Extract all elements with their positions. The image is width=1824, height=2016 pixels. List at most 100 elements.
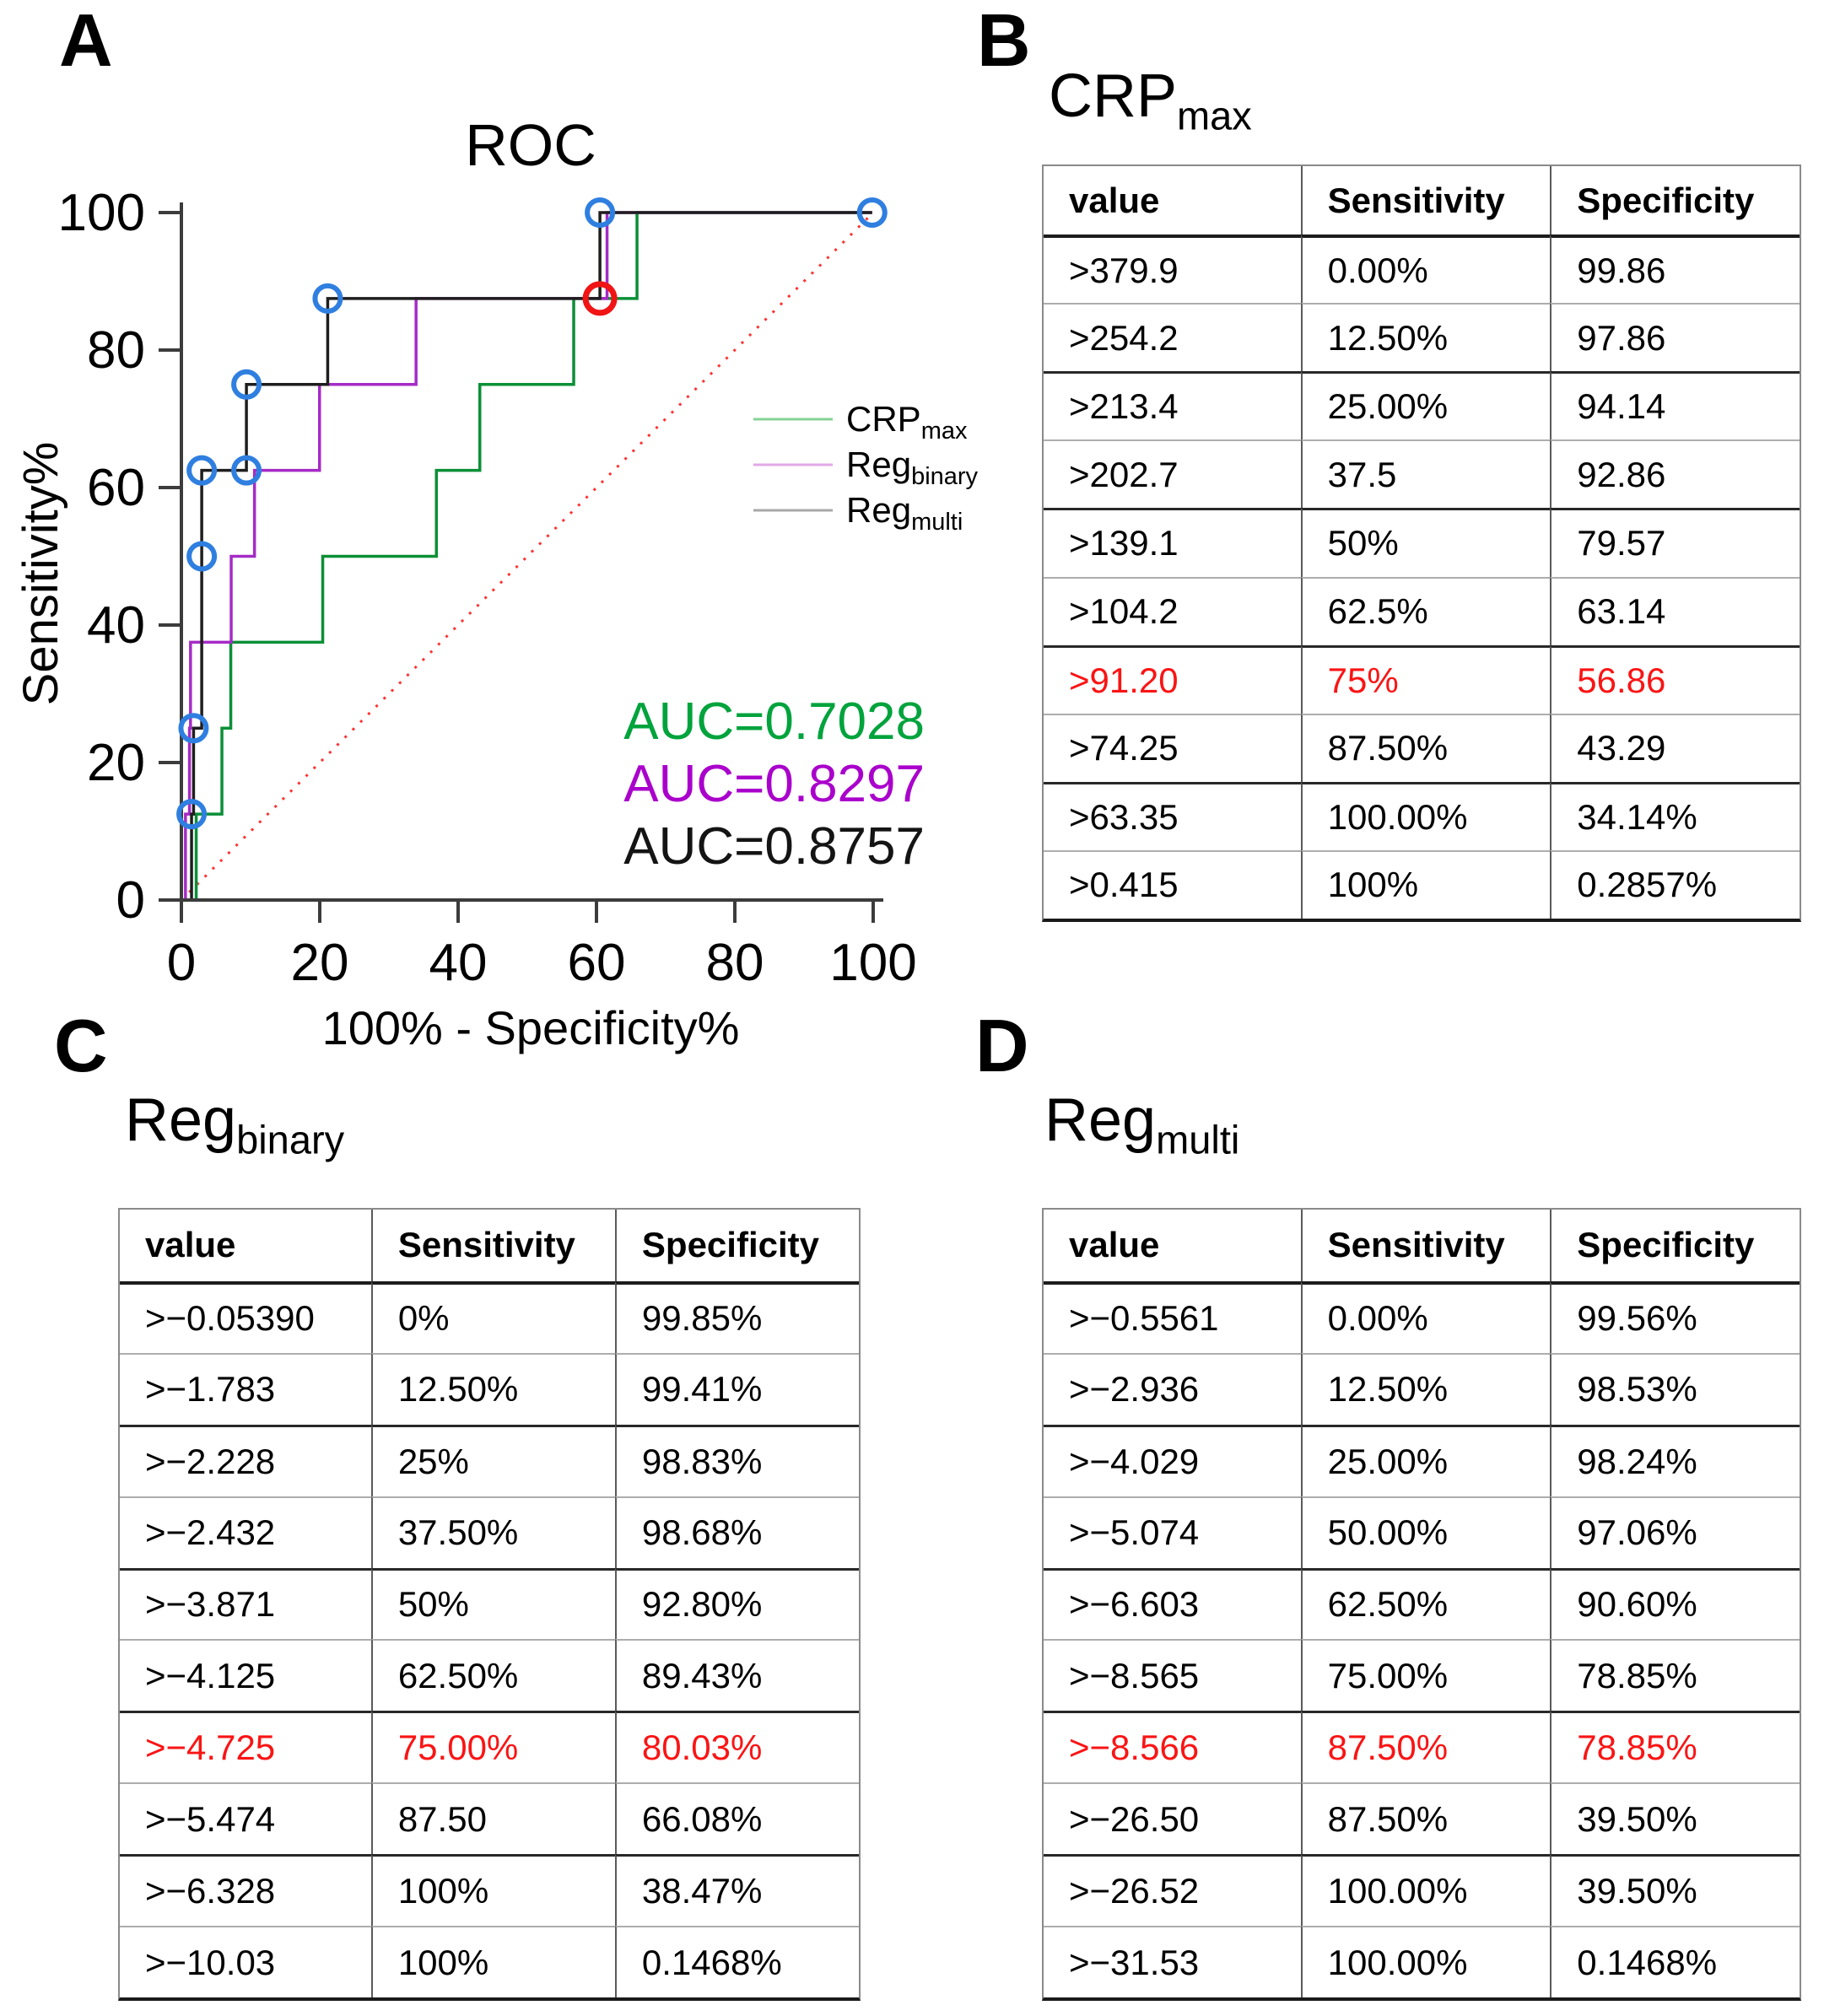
table-header-cell: Specificity	[1550, 1210, 1800, 1281]
table-cell: 87.50%	[1300, 1782, 1551, 1855]
table-cell: >−1.783	[120, 1352, 371, 1425]
table-cell: >202.7	[1044, 439, 1301, 508]
table-cell: 99.41%	[614, 1352, 859, 1425]
table-cell: >−6.328	[120, 1854, 371, 1926]
crpmax-title-sub: max	[1177, 93, 1252, 138]
panel-c-label: C	[54, 1004, 108, 1087]
table-cell: 34.14%	[1550, 781, 1800, 850]
roc-plot: 0 20 40 60 80 100 0 20 40 60 80 100 CRPmaxRegbinaryR…	[58, 184, 979, 992]
data-point-circle	[176, 799, 208, 830]
table-cell: 37.50%	[370, 1496, 615, 1568]
regmulti-title-sub: multi	[1156, 1117, 1240, 1162]
table-header-cell: value	[1069, 180, 1160, 220]
table-cell: 100.00%	[1300, 1926, 1551, 1997]
table-header-cell: value	[145, 1225, 236, 1265]
table-cell: >254.2	[1044, 303, 1301, 371]
table-cell: >−4.125	[120, 1639, 371, 1711]
regbinary-table: value Sensitivity Specificity >−0.05390 0% 99…	[118, 1208, 861, 2001]
auc-annotation: AUC=0.8757	[623, 817, 925, 876]
table-cell: 12.50%	[370, 1352, 615, 1425]
table-cell: 50%	[1300, 508, 1551, 577]
table-cell: 92.86	[1550, 439, 1800, 509]
table-cell: 56.86	[1550, 644, 1800, 714]
table-cell: 38.47%	[614, 1854, 859, 1927]
table-cell: 100%	[1300, 849, 1551, 919]
roc-curve-regmulti	[184, 211, 872, 902]
table-cell: 78.85%	[1550, 1711, 1800, 1783]
table-header-cell: Sensitivity	[1300, 1210, 1551, 1281]
table-cell: 99.85%	[614, 1280, 859, 1353]
legend-label: CRPmax	[846, 399, 968, 445]
table-cell: 100.00%	[1300, 781, 1551, 850]
crpmax-table: value Sensitivity Specificity >379.9 0.00% 99…	[1042, 164, 1801, 922]
panel-a-label: A	[59, 0, 113, 82]
x-tick-label: 80	[706, 934, 764, 992]
table-cell: 98.24%	[1550, 1424, 1800, 1496]
data-point-circle	[585, 197, 616, 228]
table-cell: >−4.725	[120, 1711, 371, 1782]
table-cell: 75.00%	[1300, 1639, 1551, 1711]
table-cell: 43.29	[1550, 713, 1800, 782]
crpmax-table-title: CRPmax	[1049, 66, 1252, 135]
legend-label: Regmulti	[846, 490, 963, 536]
y-tick-label: 20	[87, 734, 145, 792]
table-cell: 97.06%	[1550, 1496, 1800, 1568]
table-cell: 0.00%	[1300, 234, 1551, 304]
table-cell: >−31.53	[1044, 1926, 1301, 1997]
table-cell: >0.415	[1044, 849, 1301, 919]
table-cell: 99.86	[1550, 234, 1800, 304]
table-cell: >−5.474	[120, 1782, 371, 1854]
table-cell: >−4.029	[1044, 1424, 1301, 1496]
table-cell: >−8.565	[1044, 1639, 1301, 1711]
legend-label-subscript: max	[921, 418, 968, 445]
table-cell: 25.00%	[1300, 371, 1551, 440]
table-cell: 87.50%	[1300, 1711, 1551, 1783]
table-cell: 94.14	[1550, 371, 1800, 440]
table-cell: 63.14	[1550, 576, 1800, 645]
table-cell: 62.50%	[1300, 1567, 1551, 1640]
table-cell: >63.35	[1044, 781, 1301, 850]
table-cell: 50.00%	[1300, 1496, 1551, 1568]
auc-annotation: AUC=0.7028	[623, 693, 925, 751]
y-tick-label: 60	[87, 459, 145, 517]
table-cell: 25%	[370, 1424, 615, 1496]
panel-d-label: D	[975, 1004, 1029, 1087]
table-header-cell: Specificity	[614, 1210, 859, 1281]
table-cell: 12.50%	[1300, 303, 1551, 372]
table-cell: 62.50%	[370, 1639, 615, 1711]
table-cell: >−26.52	[1044, 1854, 1301, 1926]
data-point-circle	[178, 713, 209, 744]
table-cell: >−5.074	[1044, 1496, 1301, 1568]
table-cell: 98.83%	[614, 1424, 859, 1496]
data-point-circle	[231, 369, 262, 400]
table-cell: 37.5	[1300, 439, 1551, 509]
table-cell: 99.56%	[1550, 1280, 1800, 1353]
crpmax-title-main: CRP	[1049, 62, 1178, 130]
table-cell: >91.20	[1044, 644, 1301, 714]
table-cell: 12.50%	[1300, 1352, 1551, 1425]
table-cell: 92.80%	[614, 1567, 859, 1640]
regmulti-title-main: Reg	[1044, 1086, 1157, 1154]
y-tick-label: 40	[87, 596, 145, 655]
data-point-circle	[186, 541, 218, 572]
table-cell: >−10.03	[120, 1926, 371, 1997]
table-cell: 39.50%	[1550, 1854, 1800, 1927]
table-cell: 100.00%	[1300, 1854, 1551, 1927]
table-cell: 0.1468%	[614, 1926, 859, 1997]
x-tick-label: 60	[568, 934, 626, 992]
table-cell: 62.5%	[1300, 576, 1551, 645]
data-point-circle	[856, 197, 888, 228]
table-cell: 50%	[370, 1567, 615, 1640]
table-cell: 98.68%	[614, 1496, 859, 1568]
table-cell: >379.9	[1044, 234, 1301, 303]
table-cell: 100%	[370, 1854, 615, 1927]
table-cell: 78.85%	[1550, 1639, 1800, 1711]
x-tick-label: 40	[429, 934, 488, 992]
table-cell: >−0.05390	[120, 1280, 371, 1353]
table-cell: >139.1	[1044, 508, 1301, 576]
legend-label-subscript: multi	[911, 509, 963, 536]
legend-label: Regbinary	[846, 445, 979, 490]
table-cell: >213.4	[1044, 371, 1301, 439]
table-cell: 75%	[1300, 644, 1551, 714]
data-point-circle	[186, 455, 218, 486]
